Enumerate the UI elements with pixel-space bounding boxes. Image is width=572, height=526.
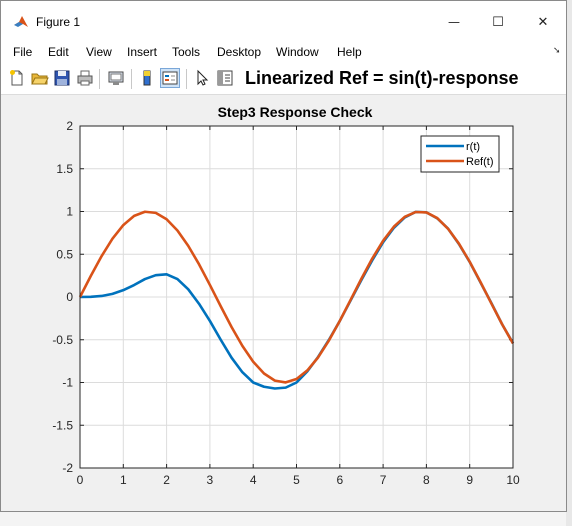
toolbar-separator (186, 69, 187, 89)
toolbar-separator (99, 69, 100, 89)
x-tick-label: 3 (207, 473, 214, 487)
menu-edit[interactable]: Edit (48, 45, 69, 59)
save-icon[interactable] (53, 69, 71, 87)
maximize-button[interactable]: ☐ (492, 14, 504, 30)
menu-insert[interactable]: Insert (127, 45, 158, 59)
x-tick-label: 9 (466, 473, 473, 487)
menu-overflow-arrow-icon[interactable]: ➘ (553, 45, 561, 55)
menu-window[interactable]: Window (276, 45, 319, 59)
y-tick-label: -1.5 (52, 418, 73, 432)
series-line-ref (78, 210, 515, 384)
colorbar-icon[interactable] (138, 69, 156, 87)
y-tick-label: -1 (62, 376, 73, 390)
new-figure-icon[interactable] (8, 69, 26, 87)
menu-bar: File Edit View Insert Tools Desktop Wind… (1, 39, 566, 63)
property-editor-icon[interactable] (216, 69, 234, 87)
background-right (566, 0, 572, 526)
axes-box (79, 125, 514, 469)
legend-icon[interactable] (160, 68, 180, 88)
matlab-logo-icon (13, 14, 29, 30)
menu-help[interactable]: Help (337, 45, 362, 59)
y-tick-label: 0 (66, 290, 73, 304)
legend-label: Ref(t) (466, 156, 494, 168)
y-tick-label: -2 (62, 461, 73, 475)
x-tick-label: 5 (293, 473, 300, 487)
x-tick-label: 1 (120, 473, 127, 487)
background-bottom (0, 512, 572, 526)
x-tick-label: 4 (250, 473, 257, 487)
y-tick-label: 1 (66, 205, 73, 219)
link-plot-icon[interactable] (107, 69, 125, 87)
menu-desktop[interactable]: Desktop (217, 45, 262, 59)
x-tick-label: 8 (423, 473, 430, 487)
menu-view[interactable]: View (86, 45, 112, 59)
toolbar: Linearized Ref = sin(t)-response (1, 63, 566, 95)
menu-tools[interactable]: Tools (172, 45, 201, 59)
window-title: Figure 1 (36, 15, 81, 29)
toolbar-separator (131, 69, 132, 89)
y-tick-label: 1.5 (56, 162, 73, 176)
menu-file[interactable]: File (13, 45, 33, 59)
pointer-icon[interactable] (194, 69, 212, 87)
y-tick-label: -0.5 (52, 333, 73, 347)
legend-box (420, 135, 500, 173)
print-icon[interactable] (76, 69, 94, 87)
x-tick-label: 0 (77, 473, 84, 487)
x-tick-label: 10 (506, 473, 520, 487)
chart-title: Step3 Response Check (218, 104, 373, 120)
x-tick-label: 6 (336, 473, 343, 487)
y-tick-label: 2 (66, 119, 73, 133)
legend-label: r(t) (466, 141, 480, 153)
figure-window: Figure 1 — ☐ ✕ File Edit View Insert Too… (0, 0, 567, 512)
title-bar[interactable]: Figure 1 — ☐ ✕ (1, 1, 566, 39)
toolbar-figure-title: Linearized Ref = sin(t)-response (245, 68, 519, 88)
x-tick-label: 2 (163, 473, 170, 487)
y-tick-label: 0.5 (56, 247, 73, 261)
figure-canvas: 0 1 2 3 4 5 6 7 8 9 10 -2 -1.5 -1 -0.5 0 0.5 1 1.5 2 r(t) Ref… (1, 96, 566, 511)
close-button[interactable]: ✕ (537, 14, 549, 30)
x-tick-label: 7 (380, 473, 387, 487)
minimize-button[interactable]: — (448, 15, 460, 29)
chart[interactable]: 0 1 2 3 4 5 6 7 8 9 10 -2 -1.5 -1 -0.5 0 0.5 1 1.5 2 r(t) Ref… (1, 96, 566, 511)
open-icon[interactable] (31, 69, 49, 87)
